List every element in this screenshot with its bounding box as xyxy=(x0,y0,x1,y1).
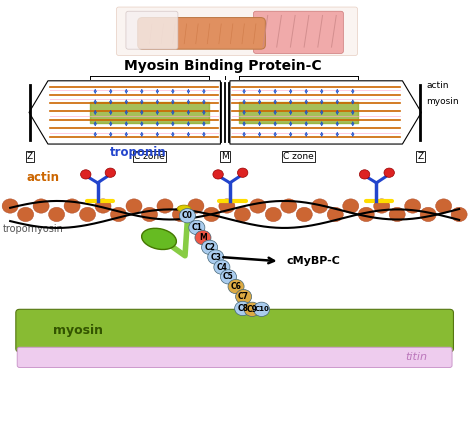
Circle shape xyxy=(254,302,270,316)
Circle shape xyxy=(384,168,394,177)
Circle shape xyxy=(236,289,252,304)
Circle shape xyxy=(228,279,244,294)
Text: cMyBP-C: cMyBP-C xyxy=(287,256,340,266)
Circle shape xyxy=(358,207,374,222)
Circle shape xyxy=(343,199,359,213)
Text: C zone: C zone xyxy=(134,151,165,161)
Circle shape xyxy=(436,199,452,213)
Circle shape xyxy=(208,250,224,264)
Text: M: M xyxy=(221,151,229,161)
Circle shape xyxy=(359,170,370,179)
Text: titin: titin xyxy=(406,352,428,363)
Circle shape xyxy=(126,199,142,213)
Text: myosin: myosin xyxy=(426,97,459,106)
Text: myosin: myosin xyxy=(53,324,103,337)
Text: Myosin Binding Protein-C: Myosin Binding Protein-C xyxy=(124,59,322,73)
Polygon shape xyxy=(230,81,421,144)
Circle shape xyxy=(214,260,230,275)
Circle shape xyxy=(2,199,18,213)
Circle shape xyxy=(201,240,218,255)
Circle shape xyxy=(48,207,64,222)
Circle shape xyxy=(33,199,49,213)
Circle shape xyxy=(195,231,211,245)
Circle shape xyxy=(219,199,235,213)
Text: C zone: C zone xyxy=(283,151,314,161)
FancyBboxPatch shape xyxy=(16,309,454,352)
Circle shape xyxy=(179,209,195,223)
Circle shape xyxy=(312,199,328,213)
Text: Z: Z xyxy=(27,151,33,161)
Circle shape xyxy=(95,199,111,213)
Circle shape xyxy=(173,207,189,222)
Circle shape xyxy=(389,207,405,222)
Circle shape xyxy=(18,207,34,222)
Circle shape xyxy=(405,199,421,213)
Circle shape xyxy=(237,168,248,177)
Circle shape xyxy=(189,220,205,235)
Circle shape xyxy=(64,199,80,213)
Polygon shape xyxy=(29,81,220,144)
Circle shape xyxy=(327,207,343,222)
Circle shape xyxy=(235,301,251,316)
Text: C4: C4 xyxy=(217,263,228,272)
FancyBboxPatch shape xyxy=(126,11,178,49)
Text: Z: Z xyxy=(417,151,423,161)
Circle shape xyxy=(234,207,250,222)
Circle shape xyxy=(220,270,237,284)
Circle shape xyxy=(213,170,223,179)
Ellipse shape xyxy=(142,228,176,250)
Circle shape xyxy=(141,207,157,222)
Circle shape xyxy=(157,199,173,213)
Circle shape xyxy=(451,207,467,222)
Circle shape xyxy=(281,199,297,213)
Text: C2: C2 xyxy=(204,243,215,252)
Circle shape xyxy=(203,207,219,222)
FancyBboxPatch shape xyxy=(254,11,343,53)
Text: C6: C6 xyxy=(231,282,241,291)
Text: C8: C8 xyxy=(237,304,248,313)
Text: actin: actin xyxy=(426,80,448,90)
Circle shape xyxy=(81,170,91,179)
Text: C0: C0 xyxy=(182,211,193,220)
Text: C1: C1 xyxy=(191,223,202,232)
Circle shape xyxy=(250,199,266,213)
Text: C5: C5 xyxy=(223,272,234,281)
Text: troponin: troponin xyxy=(109,146,166,159)
Circle shape xyxy=(244,302,260,316)
Circle shape xyxy=(80,207,96,222)
FancyBboxPatch shape xyxy=(17,347,452,368)
Text: tropomyosin: tropomyosin xyxy=(3,224,64,234)
Circle shape xyxy=(188,199,204,213)
FancyBboxPatch shape xyxy=(117,7,357,55)
Circle shape xyxy=(374,199,390,213)
Text: C9: C9 xyxy=(246,305,257,314)
Circle shape xyxy=(265,207,282,222)
Circle shape xyxy=(296,207,312,222)
Circle shape xyxy=(420,207,436,222)
Text: C7: C7 xyxy=(238,292,249,301)
Circle shape xyxy=(105,168,116,177)
Text: C3: C3 xyxy=(210,253,221,261)
Text: actin: actin xyxy=(27,171,60,184)
Text: C10: C10 xyxy=(254,306,269,312)
Text: M: M xyxy=(199,233,207,242)
Circle shape xyxy=(110,207,127,222)
FancyBboxPatch shape xyxy=(138,18,265,49)
Ellipse shape xyxy=(177,205,191,212)
